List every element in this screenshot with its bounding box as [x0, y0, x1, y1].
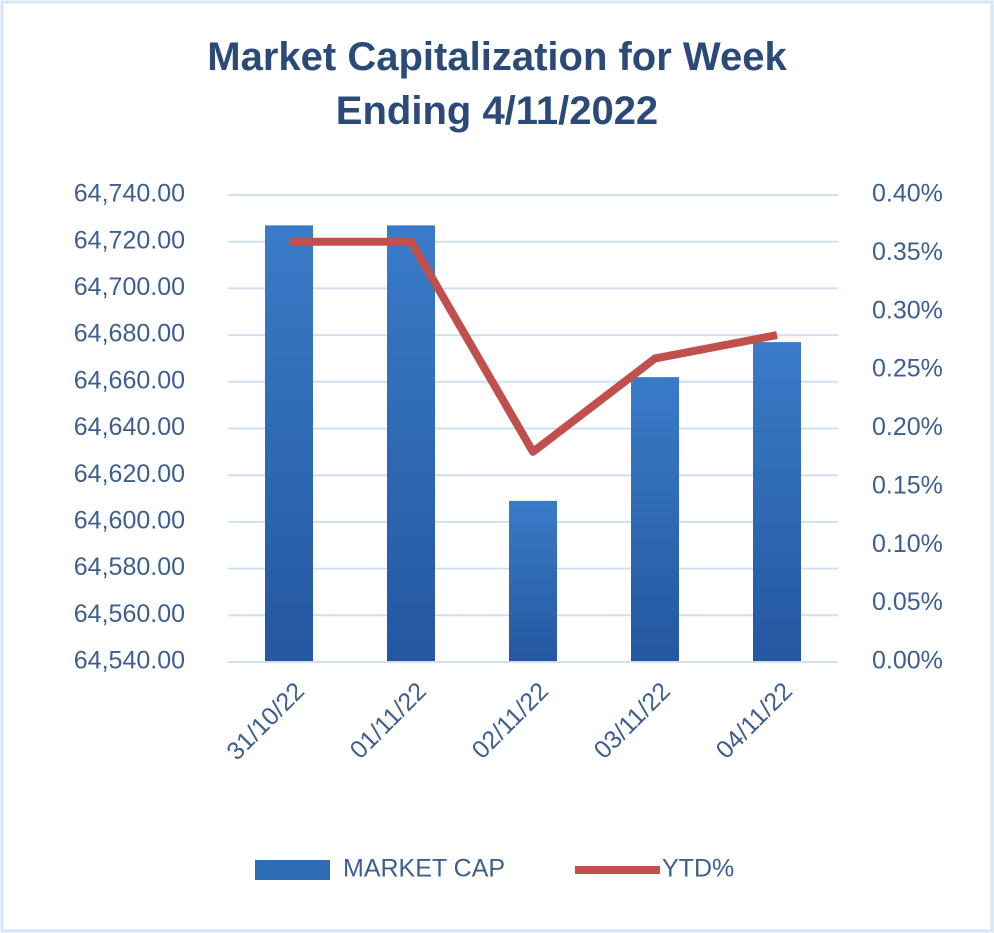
y2-tick-label: 0.25%	[872, 355, 943, 383]
y-tick-label: 64,580.00	[74, 553, 185, 581]
legend-label: MARKET CAP	[343, 855, 505, 883]
bar	[509, 500, 557, 662]
y2-tick-label: 0.20%	[872, 413, 943, 441]
y2-tick-label: 0.35%	[872, 238, 943, 266]
y-tick-label: 64,720.00	[74, 226, 185, 254]
x-tick-label: 02/11/22	[467, 677, 554, 764]
y-tick-label: 64,600.00	[74, 507, 185, 535]
legend-swatch	[255, 860, 330, 880]
y2-tick-label: 0.05%	[872, 588, 943, 616]
line	[289, 237, 778, 456]
bar	[753, 342, 801, 662]
y2-tick-label: 0.30%	[872, 296, 943, 324]
y-tick-label: 64,540.00	[74, 647, 185, 675]
y-tick-label: 64,640.00	[74, 413, 185, 441]
y-tick-label: 64,740.00	[74, 180, 185, 208]
x-tick-label: 31/10/22	[221, 677, 310, 766]
x-tick-label: 04/11/22	[711, 677, 798, 764]
y2-tick-label: 0.15%	[872, 471, 943, 499]
bar	[387, 225, 435, 663]
y-tick-label: 64,560.00	[74, 600, 185, 628]
y2-tick-label: 0.10%	[872, 530, 943, 558]
y-tick-label: 64,700.00	[74, 273, 185, 301]
y2-tick-label: 0.00%	[872, 647, 943, 675]
chart-title: Market Capitalization for Week Ending 4/…	[207, 35, 787, 133]
legend-label: YTD%	[662, 855, 734, 883]
y-tick-label: 64,620.00	[74, 460, 185, 488]
x-tick-label: 03/11/22	[589, 677, 676, 764]
x-tick-label: 01/11/22	[345, 677, 432, 764]
y2-tick-label: 0.40%	[872, 180, 943, 208]
y-tick-label: 64,680.00	[74, 320, 185, 348]
y-tick-label: 64,660.00	[74, 366, 185, 394]
bar	[265, 225, 313, 663]
bar	[631, 377, 679, 662]
